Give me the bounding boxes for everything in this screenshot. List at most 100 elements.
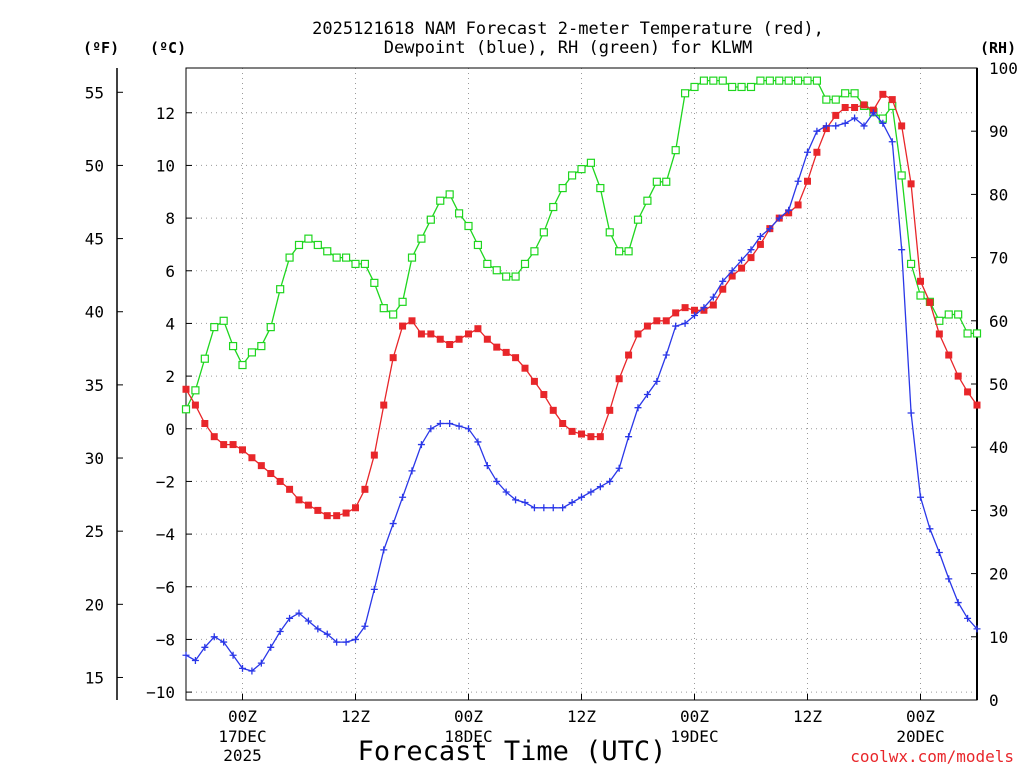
dewpoint-point: [286, 614, 294, 622]
dewpoint-point: [229, 651, 237, 659]
temperature-point: [295, 496, 303, 504]
rh-point: [699, 76, 709, 85]
dewpoint-point: [832, 122, 840, 130]
rh-point: [483, 259, 492, 269]
dewpoint-point: [596, 483, 604, 491]
rh-point: [520, 259, 530, 269]
dewpoint-point: [728, 267, 736, 275]
rh-tick-label: 30: [989, 501, 1008, 520]
dewpoint-point: [813, 127, 821, 135]
temperature-point: [681, 304, 689, 312]
temperature-point: [502, 348, 510, 356]
rh-point: [793, 76, 803, 85]
temperature-point: [756, 240, 764, 248]
rh-point: [351, 259, 360, 269]
rh-point: [662, 177, 671, 186]
temperature-point: [540, 391, 548, 399]
rh-tick-label: 90: [989, 122, 1008, 141]
dewpoint-point: [549, 504, 557, 512]
rh-point: [906, 259, 916, 269]
dewpoint-point: [935, 549, 943, 557]
rh-point: [728, 82, 737, 92]
dewpoint-point: [512, 496, 520, 504]
dewpoint-point: [540, 504, 548, 512]
dewpoint-point: [879, 119, 887, 127]
dewpoint-point: [804, 148, 811, 156]
temperature-point: [304, 501, 312, 509]
celsius-tick-label: −4: [156, 525, 175, 544]
dewpoint-point: [342, 638, 350, 646]
dewpoint-point: [191, 657, 199, 664]
x-tick-label: 00Z: [680, 707, 709, 726]
rh-point: [247, 348, 257, 357]
dewpoint-point: [220, 638, 228, 646]
dewpoint-point: [408, 467, 416, 475]
rh-point: [596, 183, 605, 193]
temperature-point: [851, 104, 859, 111]
dewpoint-point: [465, 425, 472, 433]
dewpoint-point: [483, 462, 491, 470]
fahrenheit-tick-label: 50: [85, 156, 104, 175]
rh-point: [436, 196, 445, 205]
celsius-tick-label: −8: [156, 630, 175, 649]
temperature-point: [361, 485, 369, 493]
x-date-label: 19DEC: [670, 727, 718, 746]
temperature-point: [530, 377, 538, 385]
temperature-point: [945, 351, 953, 359]
rh-point: [690, 82, 699, 92]
rh-point: [709, 76, 718, 85]
rh-point: [210, 323, 219, 332]
rh-point: [294, 240, 304, 250]
x-tick-label: 12Z: [793, 707, 822, 726]
celsius-tick-label: 12: [156, 104, 175, 123]
temperature-point: [832, 111, 840, 119]
dewpoint-point: [954, 599, 962, 607]
dewpoint-point: [436, 420, 444, 427]
rh-point: [285, 253, 294, 262]
rh-point: [652, 177, 661, 186]
temperature-point: [465, 330, 472, 338]
rh-point: [831, 95, 840, 104]
rh-point: [954, 310, 963, 319]
rh-point: [643, 196, 652, 205]
temperature-point: [286, 485, 294, 493]
temperature-point: [417, 330, 425, 338]
rh-point: [784, 76, 793, 85]
dewpoint-point: [530, 504, 538, 512]
temperature-point: [973, 401, 981, 409]
dewpoint-point: [446, 420, 454, 427]
temperature-point: [841, 104, 849, 111]
dewpoint-point: [888, 138, 896, 146]
temperature-point: [615, 375, 623, 383]
temperature-point: [370, 451, 378, 459]
rh-point: [963, 329, 972, 338]
celsius-tick-label: 8: [165, 209, 175, 228]
dewpoint-point: [295, 609, 303, 617]
dewpoint-point: [606, 477, 614, 485]
dewpoint-point: [333, 638, 341, 646]
fahrenheit-tick-label: 25: [85, 522, 104, 541]
dewpoint-point: [681, 319, 689, 327]
rh-point: [680, 89, 690, 98]
temperature-point: [521, 364, 529, 372]
temperature-point: [323, 512, 331, 520]
temperature-point: [596, 433, 604, 441]
temperature-point: [248, 454, 256, 462]
rh-point: [605, 228, 614, 237]
rh-point: [756, 76, 765, 85]
rh-point: [323, 247, 332, 256]
rh-point: [332, 253, 341, 262]
temperature-point: [719, 285, 727, 293]
x-tick-label: 00Z: [228, 707, 257, 726]
temperature-point: [794, 201, 802, 209]
dewpoint-point: [239, 664, 246, 672]
dewpoint-point: [568, 499, 576, 506]
temperature-point: [352, 504, 359, 512]
dewpoint-point: [370, 585, 378, 593]
dewpoint-point: [662, 351, 670, 359]
rh-tick-label: 70: [989, 249, 1008, 268]
celsius-tick-label: −6: [156, 578, 175, 597]
dewpoint-point: [455, 422, 463, 430]
